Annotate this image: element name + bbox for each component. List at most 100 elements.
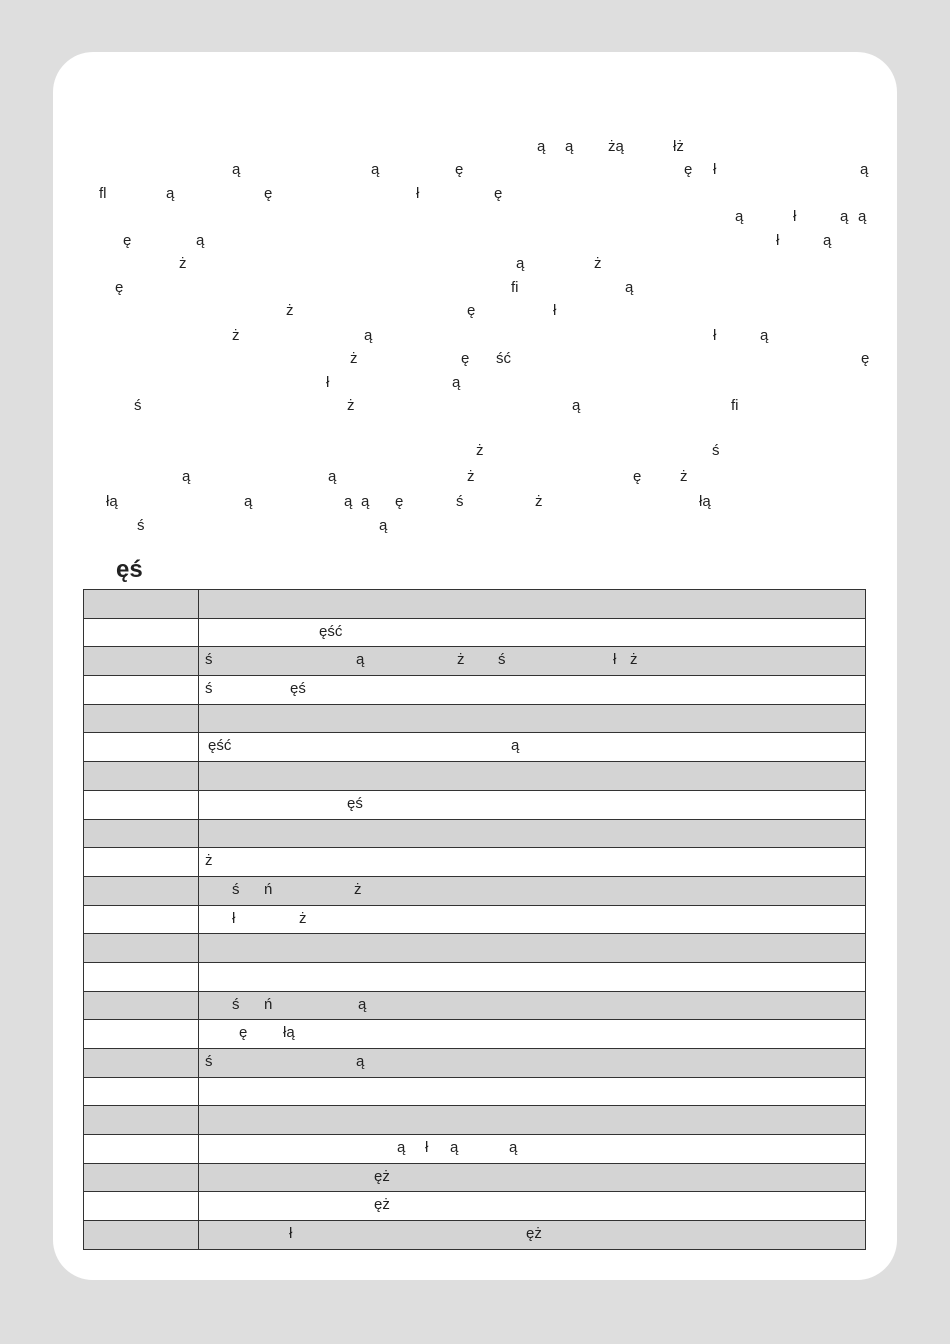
table-cell-value: ęść ą [198,732,866,763]
table-row [83,818,866,849]
text-fragment: ą [356,1053,365,1070]
text-fragment: ą [379,517,388,534]
text-fragment: ęść [208,737,232,755]
text-fragment: ę [239,1024,248,1042]
table-cell-value [198,933,866,963]
text-fragment: ł [289,1225,293,1243]
text-fragment: ą [244,493,253,510]
text-fragment: ą [364,327,373,344]
table-cell-label [83,933,199,963]
table-cell-label [83,1048,199,1078]
table-cell-label [83,818,199,849]
table-cell-label [83,761,199,791]
text-fragment: ś [205,651,213,669]
table-row [83,589,866,619]
text-fragment: ę [461,350,470,367]
text-fragment: ż [347,397,355,414]
text-fragment: ę [861,350,870,367]
table-cell-label [83,904,199,935]
text-fragment: ż [467,468,475,485]
table-cell-label [83,1134,199,1164]
text-fragment: ą [516,255,525,272]
text-fragment: ą [537,138,546,155]
text-fragment: ą [356,651,365,669]
text-fragment: ś [712,442,720,459]
text-fragment: ę [264,185,273,202]
table-cell-value [198,703,866,734]
text-fragment: ę [684,161,693,178]
text-fragment: ą [328,468,337,485]
text-fragment: łą [699,493,711,510]
text-fragment: ą [840,208,849,225]
text-fragment: ą [361,493,370,510]
text-fragment: fi [511,279,519,296]
text-fragment: ł [776,232,780,249]
text-fragment: ż [205,852,213,870]
text-fragment: ł [425,1139,429,1157]
table-cell-label [83,961,199,992]
text-fragment: żą [608,138,624,155]
table-row [83,703,866,734]
text-fragment: fl [99,185,107,202]
table-cell-value: ł ęż [198,1220,866,1250]
table-cell-label [83,1076,199,1107]
table-cell-value: ęść [198,617,866,648]
text-fragment: ż [594,255,602,272]
text-fragment: ą [397,1139,406,1157]
text-fragment: ś [232,995,240,1013]
text-fragment: ł [713,161,717,178]
text-fragment: ęż [526,1225,542,1243]
table-row [83,1076,866,1107]
text-fragment: ą [196,232,205,249]
text-fragment: ż [476,442,484,459]
table-cell-value [198,818,866,849]
data-table: ęść ś ą ż ś ł ż ś ęś ęść ą ęś ż ś ń ż ł ż ś ń ą ę łą ś ą ą ł ą ą ęż ęż… [83,589,866,1250]
text-fragment: ż [535,493,543,510]
text-fragment: łą [106,493,118,510]
text-fragment: fi [731,397,739,414]
text-fragment: ę [494,185,503,202]
text-fragment: ł [416,185,420,202]
text-fragment: ż [680,468,688,485]
text-fragment: ż [286,302,294,319]
table-row [83,761,866,791]
text-fragment: ś [498,651,506,669]
table-cell-label [83,789,199,820]
table-cell-value [198,589,866,619]
text-fragment: ś [134,397,142,414]
text-fragment: łą [283,1024,295,1042]
text-fragment: ę [633,468,642,485]
text-fragment: ż [350,350,358,367]
table-cell-label [83,703,199,734]
text-fragment: ś [137,517,145,534]
text-fragment: ą [511,737,520,755]
table-row [83,1105,866,1136]
table-cell-label [83,1162,199,1193]
text-fragment: ń [264,880,273,898]
text-fragment: ż [299,909,307,927]
text-fragment: ą [760,327,769,344]
table-row: ęż [83,1162,866,1193]
text-fragment: ż [630,651,638,669]
text-fragment: ą [450,1139,459,1157]
section-heading: ęś [116,556,143,583]
text-fragment: ś [232,880,240,898]
table-row: ęść ą [83,732,866,763]
table-cell-label [83,589,199,619]
text-fragment: ę [123,232,132,249]
table-cell-label [83,1191,199,1222]
table-cell-value: ęż [198,1191,866,1222]
table-cell-label [83,675,199,705]
table-row: ę łą [83,1019,866,1049]
text-fragment: ł [793,208,797,225]
text-fragment: łż [673,138,684,155]
